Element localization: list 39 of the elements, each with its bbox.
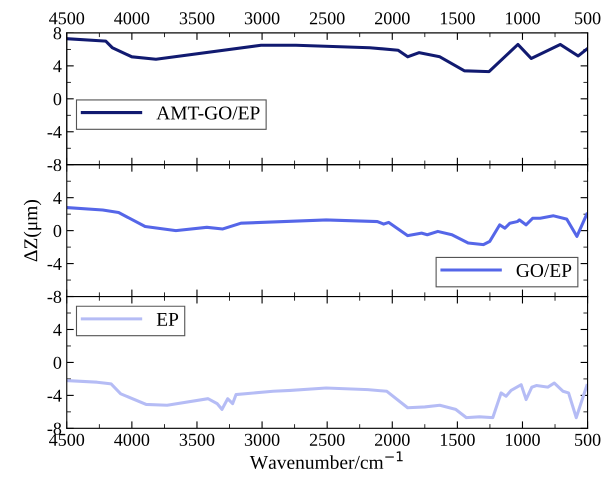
- x2-tick-label: 2500: [310, 12, 345, 24]
- y-tick-label: 0: [54, 356, 62, 369]
- y-tick-label: -4: [48, 126, 62, 138]
- y-tick-label: -4: [48, 258, 62, 270]
- line-series: [66, 379, 588, 420]
- line-series: [66, 37, 588, 74]
- x-tick-label: 1000: [506, 434, 540, 446]
- x2-tick-label: 2000: [375, 12, 410, 24]
- y-tick-label: -8: [48, 290, 62, 303]
- y-tick-label: -8: [48, 422, 62, 435]
- x-tick-label: 1500: [440, 434, 475, 446]
- y-tick-label: 4: [53, 60, 62, 72]
- y-tick-label: -4: [48, 390, 62, 402]
- x2-tick-label: 1500: [440, 12, 475, 24]
- x2-tick-label: 500: [575, 12, 600, 24]
- x-tick-label: 4000: [114, 434, 150, 446]
- legend-label: AMT-GO/EP: [156, 106, 260, 120]
- y-tick-label: 0: [54, 93, 62, 106]
- x-tick-label: 3000: [244, 434, 280, 446]
- y-tick-label: 4: [53, 192, 62, 204]
- x2-tick-label: 3500: [180, 12, 214, 24]
- y-tick-label: -8: [48, 158, 62, 172]
- x2-tick-label: 1000: [506, 12, 540, 24]
- x-tick-label: 4500: [49, 434, 84, 446]
- x2-tick-label: 4500: [49, 12, 84, 24]
- x-tick-label: 500: [575, 434, 600, 446]
- y-tick-label: 0: [54, 224, 62, 238]
- x2-tick-label: 4000: [114, 12, 150, 24]
- y-axis-title: ΔZ(μm): [24, 200, 42, 262]
- x2-tick-label: 3000: [244, 12, 280, 24]
- x-axis-title: Wavenumber/cm$^{−1}$: [250, 451, 403, 470]
- x-tick-label: 2500: [310, 434, 345, 446]
- x-tick-label: 2000: [375, 434, 410, 446]
- y-tick-label: 4: [53, 324, 62, 336]
- legend-label: GO/EP: [516, 264, 572, 278]
- x-tick-label: 3500: [180, 434, 214, 446]
- legend-label: EP: [156, 312, 178, 326]
- line-series: [66, 206, 588, 246]
- y-tick-label: 8: [54, 27, 62, 40]
